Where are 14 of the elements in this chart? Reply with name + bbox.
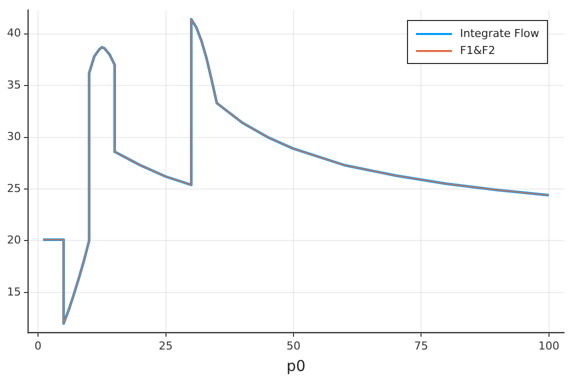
legend-label: F1&F2	[460, 44, 496, 57]
y-tick-label: 20	[6, 234, 21, 247]
x-tick-label: 50	[286, 339, 300, 352]
x-tick-label: 0	[34, 339, 42, 352]
x-tick-label: 75	[414, 339, 428, 352]
x-axis-title: p0	[286, 356, 306, 375]
y-tick-label: 25	[6, 182, 21, 195]
y-tick-label: 40	[6, 26, 21, 40]
legend-label: Integrate Flow	[460, 27, 540, 40]
y-tick-label: 15	[6, 285, 21, 298]
x-tick-label: 25	[158, 339, 173, 352]
x-tick-label: 100	[538, 339, 560, 352]
y-tick-label: 35	[6, 78, 21, 92]
y-tick-label: 30	[6, 130, 21, 144]
